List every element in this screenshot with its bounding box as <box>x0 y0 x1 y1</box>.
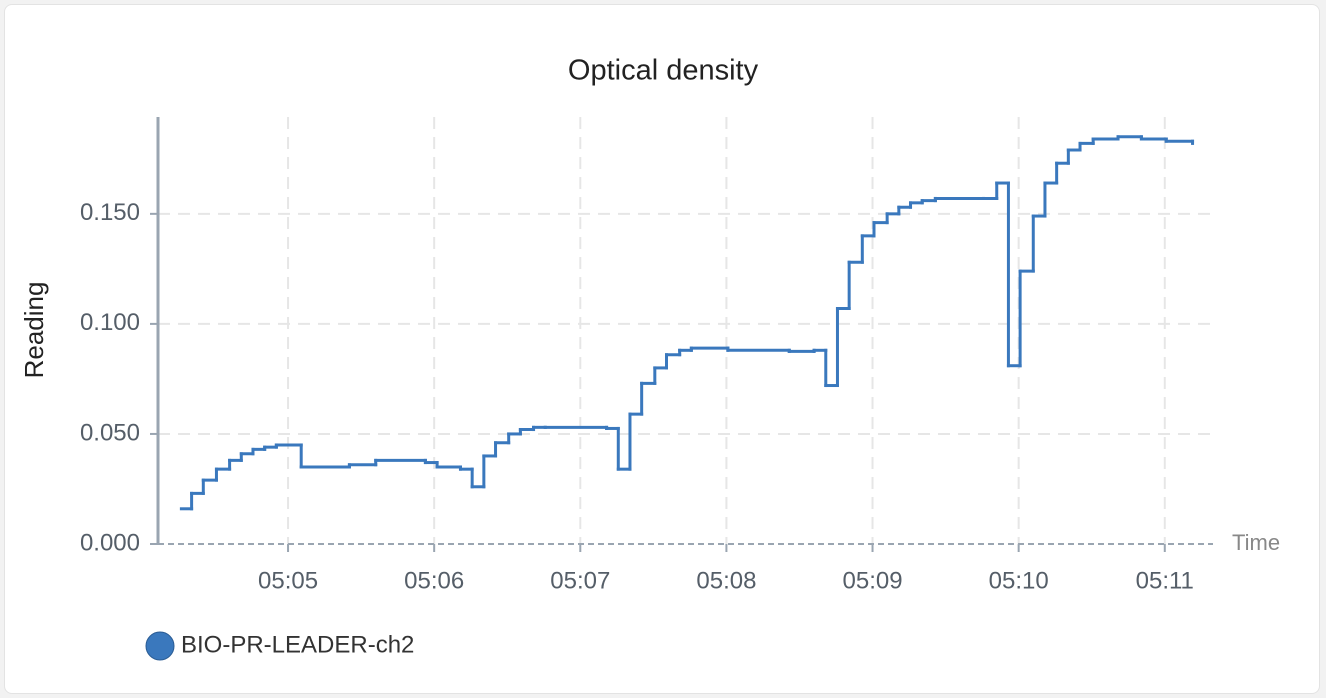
y-axis-label: Reading <box>19 282 49 379</box>
legend-marker <box>145 631 175 661</box>
chart-title: Optical density <box>568 55 759 87</box>
y-tick-label: 0.000 <box>80 529 140 556</box>
y-tick-label: 0.050 <box>80 419 140 446</box>
y-tick-label: 0.150 <box>80 199 140 226</box>
x-tick-label: 05:06 <box>404 567 464 594</box>
x-tick-label: 05:10 <box>989 567 1049 594</box>
y-tick-label: 0.100 <box>80 309 140 336</box>
x-tick-label: 05:11 <box>1136 567 1194 594</box>
x-tick-label: 05:07 <box>550 567 610 594</box>
x-tick-label: 05:05 <box>258 567 318 594</box>
chart-card <box>4 4 1320 694</box>
x-axis-label: Time <box>1232 530 1280 555</box>
x-tick-label: 05:08 <box>696 567 756 594</box>
legend-label: BIO-PR-LEADER-ch2 <box>181 631 414 658</box>
x-tick-label: 05:09 <box>843 567 903 594</box>
